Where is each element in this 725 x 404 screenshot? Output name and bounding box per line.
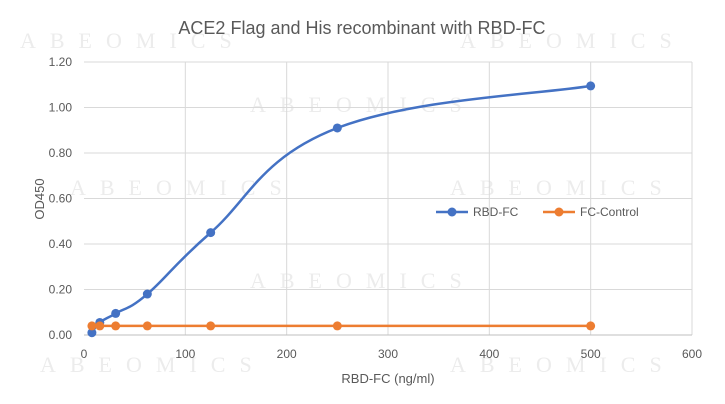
data-point-fc-control (95, 321, 105, 331)
data-point-fc-control (332, 321, 342, 331)
data-point-fc-control (87, 321, 97, 331)
data-point-rbd-fc (586, 81, 596, 91)
y-tick-label: 0.20 (49, 283, 73, 297)
x-tick-label: 400 (479, 347, 499, 361)
data-point-rbd-fc (111, 308, 121, 318)
watermark: ABEOMICS (450, 175, 676, 200)
x-tick-label: 100 (175, 347, 195, 361)
y-tick-label: 1.20 (49, 55, 73, 69)
legend-marker (447, 207, 457, 217)
legend-label: FC-Control (580, 205, 639, 219)
x-axis-label: RBD-FC (ng/ml) (341, 371, 434, 386)
watermark: ABEOMICS (450, 352, 676, 377)
data-point-rbd-fc (332, 123, 342, 133)
watermark: ABEOMICS (70, 175, 296, 200)
data-point-fc-control (142, 321, 152, 331)
watermark: ABEOMICS (250, 268, 476, 293)
y-tick-label: 0.00 (49, 328, 73, 342)
x-tick-label: 600 (682, 347, 702, 361)
data-point-fc-control (586, 321, 596, 331)
y-tick-label: 0.60 (49, 192, 73, 206)
data-point-rbd-fc (87, 328, 97, 338)
data-point-fc-control (206, 321, 216, 331)
x-tick-label: 0 (81, 347, 88, 361)
x-tick-label: 300 (378, 347, 398, 361)
y-tick-label: 0.40 (49, 237, 73, 251)
x-tick-label: 200 (277, 347, 297, 361)
chart-title: ACE2 Flag and His recombinant with RBD-F… (178, 18, 545, 38)
y-tick-label: 0.80 (49, 146, 73, 160)
y-tick-label: 1.00 (49, 101, 73, 115)
legend-label: RBD-FC (473, 205, 519, 219)
watermark: ABEOMICS (20, 28, 246, 53)
data-point-rbd-fc (206, 228, 216, 238)
y-axis-label: OD450 (32, 178, 47, 219)
data-point-fc-control (111, 321, 121, 331)
watermark: ABEOMICS (460, 28, 686, 53)
x-tick-label: 500 (581, 347, 601, 361)
data-point-rbd-fc (142, 289, 152, 299)
legend-marker (554, 207, 564, 217)
watermark: ABEOMICS (40, 352, 266, 377)
